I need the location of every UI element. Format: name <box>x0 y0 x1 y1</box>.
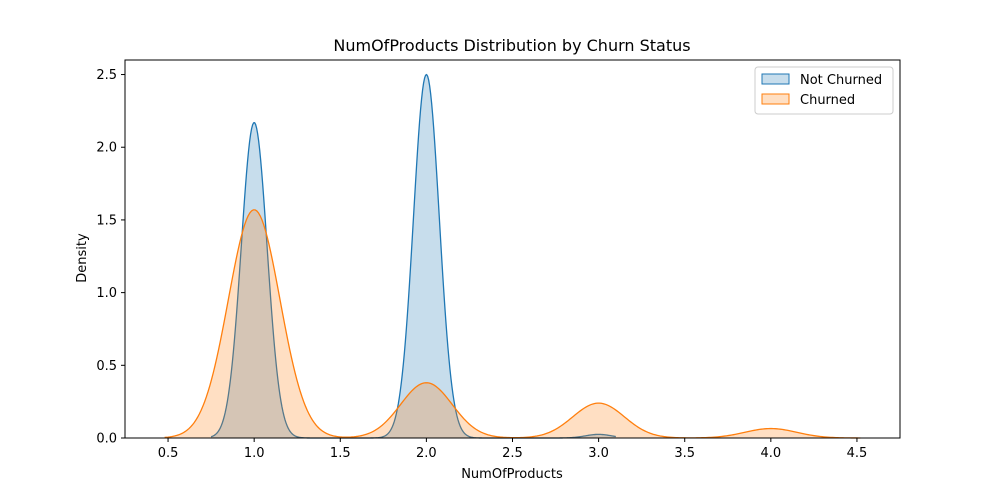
y-axis-ticks: 0.0 0.5 1.0 1.5 2.0 2.5 <box>96 68 125 447</box>
series-area-1 <box>164 209 861 438</box>
legend-label-1: Churned <box>800 93 855 108</box>
y-tick-label: 1.0 <box>96 286 117 301</box>
x-tick-label: 4.0 <box>760 446 781 461</box>
x-tick-label: 4.5 <box>847 446 868 461</box>
plot-area <box>164 73 861 439</box>
legend-swatch-1 <box>761 93 790 105</box>
x-tick-label: 2.5 <box>502 446 523 461</box>
x-tick-label: 3.5 <box>674 446 695 461</box>
series-area-0 <box>211 74 616 438</box>
x-tick-label: 1.0 <box>244 446 265 461</box>
x-tick-label: 0.5 <box>158 446 179 461</box>
y-tick-label: 0.0 <box>96 432 117 447</box>
y-axis-label: Density <box>75 233 90 283</box>
x-axis-label: NumOfProducts <box>461 467 563 482</box>
y-tick-label: 2.0 <box>96 141 117 156</box>
x-axis-ticks: 0.5 1.0 1.5 2.0 2.5 3.0 3.5 4.0 4.5 <box>158 438 868 461</box>
chart-title: NumOfProducts Distribution by Churn Stat… <box>333 36 690 55</box>
y-tick-label: 1.5 <box>96 213 117 228</box>
legend-label-0: Not Churned <box>800 73 882 88</box>
x-tick-label: 3.0 <box>588 446 609 461</box>
y-tick-label: 2.5 <box>96 68 117 83</box>
x-tick-label: 1.5 <box>330 446 351 461</box>
x-tick-label: 2.0 <box>416 446 437 461</box>
legend: Not Churned Churned <box>754 66 894 115</box>
plot-frame <box>124 59 901 439</box>
y-tick-label: 0.5 <box>96 359 117 374</box>
legend-swatch-0 <box>761 73 790 85</box>
